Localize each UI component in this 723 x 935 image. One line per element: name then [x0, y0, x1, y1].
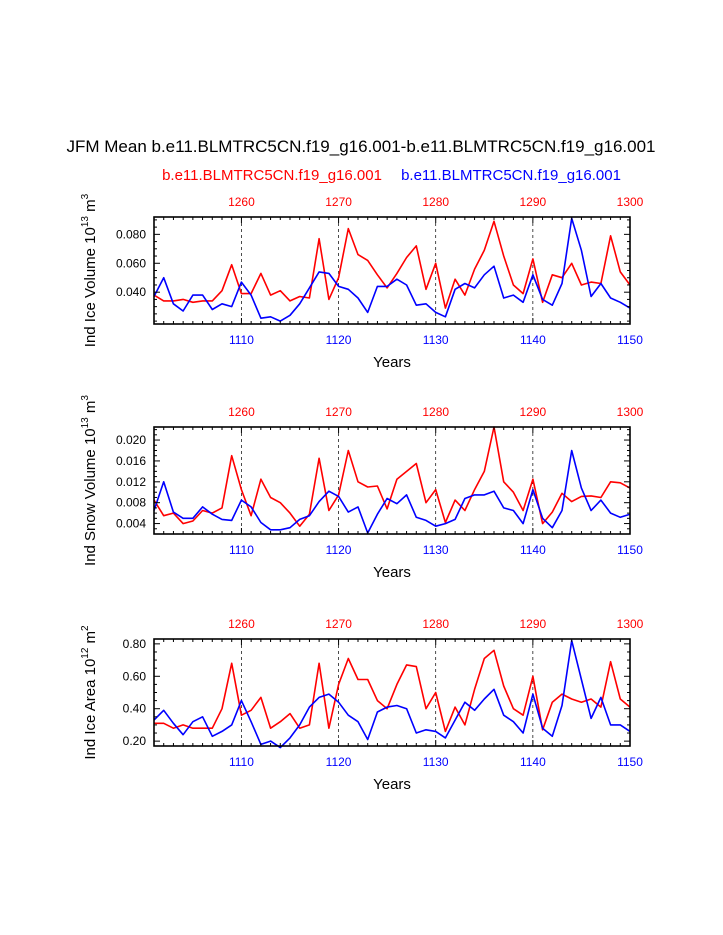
series-line-red — [154, 649, 631, 733]
x-axis-title: Years — [373, 354, 411, 371]
x-tick-label: 1110 — [229, 543, 254, 557]
y-tick-label: 0.20 — [123, 734, 147, 748]
y-tick-label: 0.012 — [116, 475, 146, 489]
y-axis-title-ylabel-unit: m — [82, 401, 99, 418]
y-tick-label: 0.004 — [116, 517, 146, 531]
x-tick-label: 1130 — [423, 333, 449, 347]
y-tick-label: 0.008 — [116, 496, 146, 510]
y-axis-title-ylabel-unit-sup: 3 — [80, 193, 91, 199]
top-tick-label: 1290 — [520, 405, 547, 419]
top-tick-label: 1300 — [617, 617, 644, 631]
y-axis-title-ylabel-unit: m — [82, 199, 99, 216]
y-tick-label: 0.016 — [116, 454, 146, 468]
top-tick-label: 1280 — [422, 195, 449, 209]
x-tick-label: 1150 — [617, 543, 643, 557]
top-tick-label: 1280 — [422, 405, 449, 419]
plot-frame — [153, 216, 631, 325]
y-tick-label: 0.80 — [123, 637, 147, 651]
y-axis-title-ylabel-main: Ind Snow Volume 10 — [82, 428, 99, 566]
y-axis-title-ylabel-unit: m — [82, 631, 99, 648]
y-axis-title-ylabel-main: Ind Ice Area 10 — [82, 659, 99, 760]
x-tick-label: 1150 — [617, 755, 643, 769]
x-axis-title: Years — [373, 564, 411, 581]
series-line-blue — [153, 639, 631, 749]
x-tick-label: 1120 — [326, 543, 352, 557]
legend-blue-label: b.e11.BLMTRC5CN.f19_g16.001 — [401, 167, 621, 184]
top-tick-label: 1270 — [325, 405, 352, 419]
panels: 1110 1120 1130 1140 1150 1260 1270 1280 1290 1300… — [80, 193, 644, 793]
plot-frame — [153, 426, 631, 535]
y-axis-title: Ind Ice Area 1012 m2 — [80, 625, 99, 760]
top-tick-label: 1290 — [520, 617, 547, 631]
panel-ice-area: 1110 1120 1130 1140 1150 1260 1270 1280 1290 1300… — [80, 617, 644, 793]
top-tick-label: 1260 — [228, 405, 255, 419]
top-tick-label: 1260 — [228, 617, 255, 631]
top-tick-label: 1260 — [228, 195, 255, 209]
x-tick-label: 1150 — [617, 333, 643, 347]
x-tick-label: 1120 — [326, 755, 352, 769]
series-line-blue — [153, 449, 631, 534]
x-tick-label: 1140 — [520, 543, 546, 557]
y-tick-label: 0.40 — [123, 702, 147, 716]
panel-ice-volume: 1110 1120 1130 1140 1150 1260 1270 1280 1290 1300… — [80, 193, 644, 371]
top-tick-label: 1300 — [617, 405, 644, 419]
x-tick-label: 1140 — [520, 333, 546, 347]
x-tick-label: 1140 — [520, 755, 546, 769]
x-tick-label: 1120 — [326, 333, 352, 347]
x-tick-label: 1110 — [229, 333, 254, 347]
x-axis-title: Years — [373, 776, 411, 793]
y-axis-title-ylabel-sup: 13 — [80, 216, 91, 228]
x-tick-label: 1130 — [423, 543, 449, 557]
series-line-red — [153, 426, 631, 528]
chart-title: JFM Mean b.e11.BLMTRC5CN.f19_g16.001-b.e… — [66, 137, 655, 156]
y-tick-label: 0.080 — [116, 227, 146, 241]
y-tick-label: 0.60 — [123, 669, 147, 683]
panel-snow-volume: 1110 1120 1130 1140 1150 1260 1270 1280 1290 1300… — [80, 395, 644, 581]
series-line-blue — [153, 217, 631, 322]
y-axis-title-ylabel-main: Ind Ice Volume 10 — [82, 227, 99, 347]
y-axis-title: Ind Ice Volume 1013 m3 — [80, 193, 99, 347]
y-axis-title-ylabel-unit-sup: 3 — [80, 395, 91, 401]
y-tick-label: 0.060 — [116, 256, 146, 270]
y-axis-title: Ind Snow Volume 1013 m3 — [80, 395, 99, 566]
top-tick-label: 1280 — [422, 617, 449, 631]
y-axis-title-ylabel-sup: 13 — [80, 417, 91, 429]
y-tick-label: 0.040 — [116, 285, 146, 299]
y-tick-label: 0.020 — [116, 433, 146, 447]
legend-red-label: b.e11.BLMTRC5CN.f19_g16.001 — [162, 167, 382, 184]
series-line-red — [153, 220, 631, 309]
top-tick-label: 1300 — [617, 195, 644, 209]
x-tick-label: 1130 — [423, 755, 449, 769]
y-axis-title-ylabel-unit-sup: 2 — [80, 625, 91, 631]
top-tick-label: 1270 — [325, 617, 352, 631]
x-tick-label: 1110 — [229, 755, 254, 769]
top-tick-label: 1270 — [325, 195, 352, 209]
top-tick-label: 1290 — [520, 195, 547, 209]
y-axis-title-ylabel-sup: 12 — [80, 647, 91, 659]
